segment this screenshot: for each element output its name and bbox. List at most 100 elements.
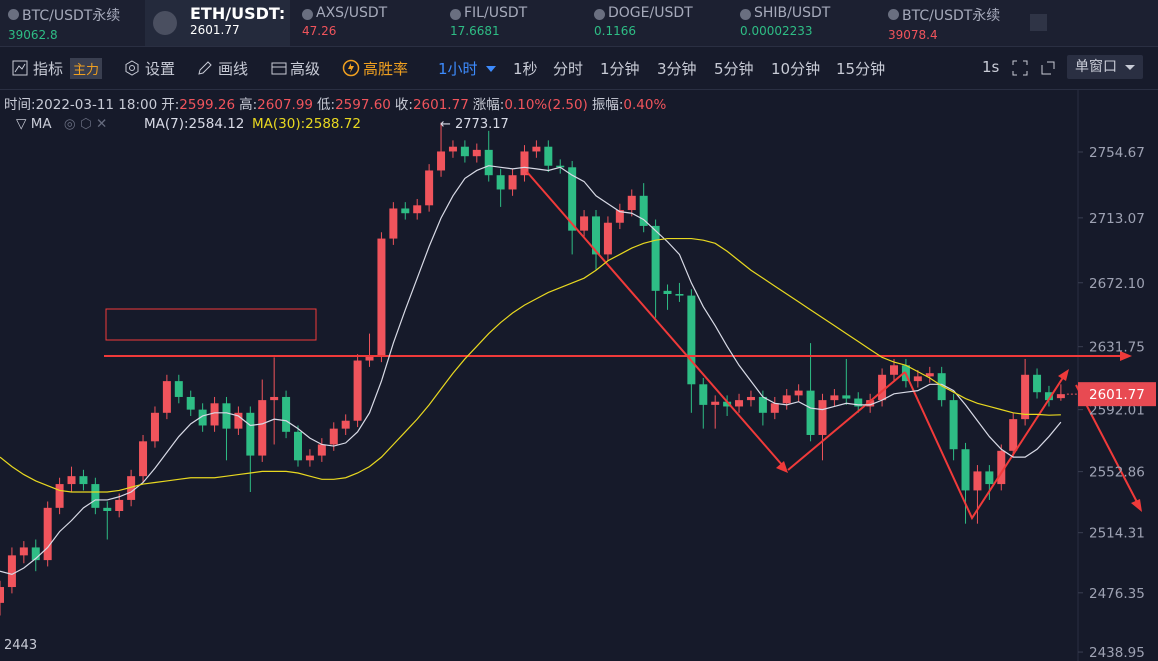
window-select[interactable]: 单窗口 <box>1067 55 1143 79</box>
candle-body <box>317 444 326 456</box>
y-tick-label: 2514.31 <box>1089 526 1145 542</box>
ma-line <box>0 237 1061 493</box>
coin-icon <box>740 9 751 20</box>
interval[interactable]: 1秒 <box>513 60 538 78</box>
interval[interactable]: 5分钟 <box>714 60 754 78</box>
candle-body <box>592 216 600 255</box>
tab-symbol: AXS/USDT <box>316 5 388 21</box>
candle-body <box>329 428 338 445</box>
win-rate-icon <box>342 59 360 77</box>
popout-icon[interactable] <box>1039 59 1057 77</box>
info-value: 0.40% <box>623 97 667 113</box>
indicator[interactable]: 指标 <box>33 60 64 78</box>
tab[interactable]: FIL/USDT 17.6681 <box>450 5 527 38</box>
info-value: 2022-03-11 18:00 <box>35 97 158 113</box>
candle-body <box>854 398 863 407</box>
coin-icon <box>450 9 461 20</box>
tab[interactable]: BTC/USDT永续 39078.4 <box>888 5 1000 42</box>
draw-icon <box>198 61 212 75</box>
y-tick-label: 2754.67 <box>1089 145 1145 161</box>
candle-body <box>687 295 696 385</box>
interval[interactable]: 分时 <box>553 60 584 78</box>
coin-icon <box>594 9 605 20</box>
candle-body <box>615 210 624 223</box>
candle-body <box>305 455 314 461</box>
candle-body <box>1056 394 1065 399</box>
tab[interactable]: SHIB/USDT 0.00002233 <box>740 5 830 38</box>
interval-active[interactable]: 1小时 <box>438 60 478 78</box>
candle-body <box>913 376 922 382</box>
candle-body <box>1044 392 1053 401</box>
candle-body <box>437 151 446 171</box>
high-arrow: ← <box>440 117 451 132</box>
info-label: 高: <box>239 97 258 113</box>
candle-body <box>711 401 720 405</box>
candle-body <box>794 390 803 396</box>
y-tick-label: 2631.75 <box>1089 340 1145 356</box>
tab-symbol: FIL/USDT <box>464 5 528 21</box>
candle-body <box>258 400 267 456</box>
candle-body <box>842 395 851 399</box>
candle-body <box>997 450 1006 485</box>
arrowhead <box>1131 499 1142 512</box>
candle-body <box>282 396 291 432</box>
candle-body <box>758 396 767 413</box>
candle-body <box>413 205 422 214</box>
candle-body <box>139 441 148 477</box>
candle-body <box>806 390 815 435</box>
fullscreen-icon[interactable] <box>1011 59 1029 77</box>
tab[interactable]: AXS/USDT 47.26 <box>302 5 387 38</box>
candle-body <box>115 499 124 512</box>
y-tick-label: 2476.35 <box>1089 586 1145 602</box>
candle-body <box>79 476 88 485</box>
candle-body <box>448 146 457 152</box>
candle-body <box>651 225 660 291</box>
candle-body <box>127 476 136 500</box>
candle-body <box>568 167 577 231</box>
candle-body <box>532 146 541 152</box>
candles <box>0 122 1065 616</box>
tab-price: 39062.8 <box>8 28 58 42</box>
settings[interactable]: 设置 <box>145 60 176 78</box>
candle-body <box>1009 419 1018 451</box>
window-caret <box>1125 65 1135 70</box>
candle-body <box>603 222 612 255</box>
candle-body <box>985 471 994 485</box>
tab[interactable]: DOGE/USDT 0.1166 <box>594 5 693 38</box>
coin-icon <box>153 11 177 35</box>
tab[interactable]: BTC/USDT永续 39062.8 <box>8 5 120 42</box>
main-badge[interactable]: 主力 <box>70 58 103 79</box>
info-value: 2597.60 <box>335 97 391 113</box>
info-line: 时间:2022-03-11 18:00 开:2599.26 高:2607.99 低:2… <box>4 93 666 113</box>
y-tick-label: 2713.07 <box>1089 211 1145 227</box>
candle-body <box>150 412 159 442</box>
candle-body <box>675 294 684 296</box>
y-tick-label: 2592.01 <box>1089 403 1145 419</box>
tab[interactable]: ETH/USDT: 2601.77 <box>190 4 285 37</box>
candle-body <box>210 403 219 426</box>
advanced[interactable]: 高级 <box>290 60 321 78</box>
tab-symbol: BTC/USDT永续 <box>22 8 121 24</box>
candle-body <box>484 149 493 176</box>
draw[interactable]: 画线 <box>218 60 249 78</box>
interval[interactable]: 3分钟 <box>657 60 697 78</box>
candle-body <box>270 396 279 401</box>
ma-icons[interactable]: ◎ ⬡ ✕ <box>63 116 108 132</box>
win-rate[interactable]: 高胜率 <box>363 60 409 78</box>
last-price-box <box>1078 382 1156 407</box>
interval[interactable]: 1分钟 <box>600 60 640 78</box>
candle-body <box>234 412 243 429</box>
high-label: 2773.17 <box>455 117 509 132</box>
candle-body <box>580 216 589 231</box>
arrowhead <box>1120 351 1132 361</box>
interval[interactable]: 10分钟 <box>771 60 821 78</box>
add-tab[interactable] <box>1030 14 1047 31</box>
interval-caret <box>486 66 496 72</box>
candle-body <box>1021 374 1030 420</box>
candle-body <box>735 400 744 407</box>
speed[interactable]: 1s <box>982 58 1000 76</box>
candle-body <box>472 149 481 157</box>
tab-price: 17.6681 <box>450 24 500 38</box>
ma-line <box>0 165 1062 576</box>
interval[interactable]: 15分钟 <box>836 60 886 78</box>
